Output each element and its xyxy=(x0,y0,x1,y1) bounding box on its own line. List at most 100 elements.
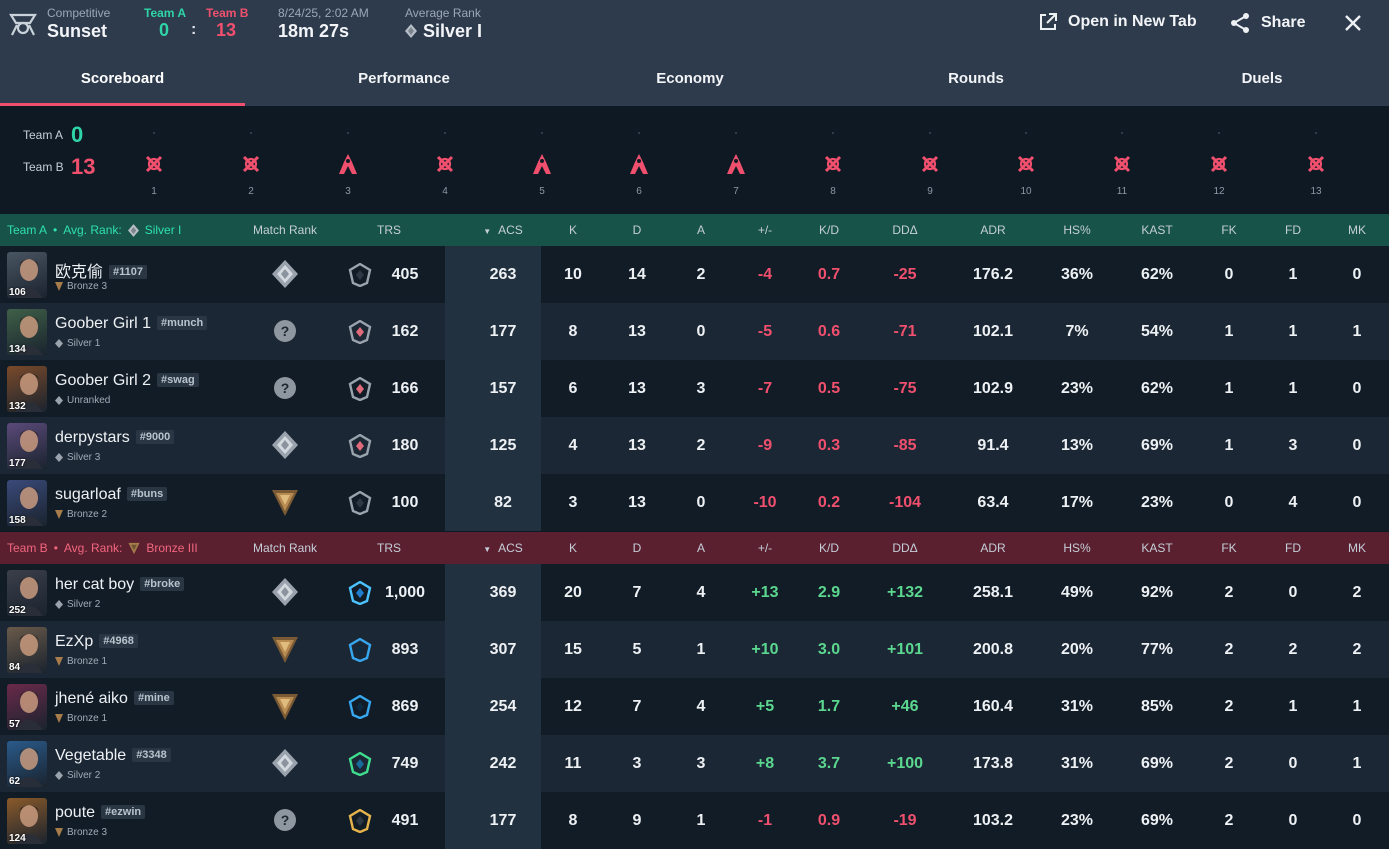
column-header-trs[interactable]: TRS xyxy=(377,541,401,555)
column-header-kd-ratio[interactable]: K/D xyxy=(818,541,839,555)
column-header-kills[interactable]: K xyxy=(568,541,577,555)
team-a-round-dot xyxy=(929,132,931,134)
stat-kills: 11 xyxy=(564,755,582,772)
stat-kills: 12 xyxy=(564,698,582,715)
player-row[interactable]: 252 her cat boy #broke Silver 2 1,000 369 20 7 4… xyxy=(0,564,1389,621)
column-header-first-kills[interactable]: FK xyxy=(1221,223,1237,237)
player-name: poute xyxy=(55,804,96,821)
player-row[interactable]: 132 Goober Girl 2 #swag Unranked? 166 157 6 13 3… xyxy=(0,360,1389,417)
column-header-damage-delta[interactable]: DDΔ xyxy=(892,541,918,555)
stat-plus-minus: -10 xyxy=(753,494,777,511)
column-header-first-deaths[interactable]: FD xyxy=(1285,541,1301,555)
stat-damage-delta: +101 xyxy=(886,641,924,658)
column-header-kills[interactable]: K xyxy=(568,223,577,237)
column-header-deaths[interactable]: D xyxy=(632,223,642,237)
stat-kills: 6 xyxy=(568,380,578,397)
trs-tier-icon xyxy=(348,491,372,515)
column-header-first-deaths[interactable]: FD xyxy=(1285,223,1301,237)
defuse-icon xyxy=(727,154,745,174)
match-datetime: 8/24/25, 2:02 AM xyxy=(278,6,369,20)
player-name-block[interactable]: Vegetable #3348 xyxy=(55,747,171,765)
player-name-block[interactable]: sugarloaf #buns xyxy=(55,486,168,504)
team-a-round-dot xyxy=(347,132,349,134)
player-name-block[interactable]: 欧克偷 #1107 xyxy=(55,258,147,282)
column-header-match-rank[interactable]: Match Rank xyxy=(252,541,318,555)
tab-scoreboard[interactable]: Scoreboard xyxy=(0,50,245,106)
player-rank: Bronze 1 xyxy=(55,656,107,667)
player-row[interactable]: 57 jhené aiko #mine Bronze 1 869 254 12 7 4 +5 1.7… xyxy=(0,678,1389,735)
player-name-block[interactable]: EzXp #4968 xyxy=(55,633,138,651)
column-header-acs[interactable]: ▼ ACS xyxy=(468,214,538,246)
team-a-round-dot xyxy=(250,132,252,134)
svg-text:?: ? xyxy=(281,380,290,396)
column-header-kast[interactable]: KAST xyxy=(1141,223,1173,237)
avg-rank-label: Avg. Rank: xyxy=(63,223,122,237)
stat-kast: 92% xyxy=(1140,584,1174,601)
stat-deaths: 13 xyxy=(628,323,646,340)
agent-avatar xyxy=(7,627,47,673)
player-row[interactable]: 62 Vegetable #3348 Silver 2 749 242 11 3 3 +8 3.7 +… xyxy=(0,735,1389,792)
tab-rounds[interactable]: Rounds xyxy=(948,69,1004,87)
timeline-team-b-score: 13 xyxy=(71,154,96,179)
column-header-multi-kills[interactable]: MK xyxy=(1348,223,1366,237)
player-row[interactable]: 84 EzXp #4968 Bronze 1 893 307 15 5 1 +10 3.0 +101 2… xyxy=(0,621,1389,678)
column-header-match-rank[interactable]: Match Rank xyxy=(252,223,318,237)
player-name-block[interactable]: her cat boy #broke xyxy=(55,576,185,594)
stat-first-deaths: 2 xyxy=(1288,641,1298,658)
column-header-trs[interactable]: TRS xyxy=(377,223,401,237)
stat-hs-percent: 31% xyxy=(1060,698,1094,715)
player-name-block[interactable]: Goober Girl 1 #munch xyxy=(55,315,208,333)
player-row[interactable]: 177 derpystars #9000 Silver 3 180 125 4 13 2 -9 0.… xyxy=(0,417,1389,474)
column-header-acs[interactable]: ▼ ACS xyxy=(468,532,538,564)
stat-adr: 160.4 xyxy=(972,698,1014,715)
column-header-multi-kills[interactable]: MK xyxy=(1348,541,1366,555)
player-tag: #mine xyxy=(133,691,174,705)
stat-adr: 200.8 xyxy=(972,641,1014,658)
stat-trs: 491 xyxy=(391,812,419,829)
stat-multi-kills: 0 xyxy=(1352,266,1362,283)
tab-duels[interactable]: Duels xyxy=(1241,69,1283,87)
player-name: her cat boy xyxy=(55,576,135,593)
agent-avatar xyxy=(7,423,47,469)
player-row[interactable]: 158 sugarloaf #buns Bronze 2 100 82 3 13 0 -10 0.2… xyxy=(0,474,1389,531)
column-header-hs-percent[interactable]: HS% xyxy=(1063,541,1091,555)
stat-kast: 69% xyxy=(1140,755,1174,772)
column-header-plus-minus[interactable]: +/- xyxy=(757,541,773,555)
account-level: 177 xyxy=(9,458,26,469)
share-button[interactable]: Share xyxy=(1229,12,1305,34)
stat-first-deaths: 1 xyxy=(1288,380,1298,397)
column-header-plus-minus[interactable]: +/- xyxy=(757,223,773,237)
round-number: 13 xyxy=(1310,186,1322,197)
column-header-hs-percent[interactable]: HS% xyxy=(1063,223,1091,237)
player-name-block[interactable]: derpystars #9000 xyxy=(55,429,175,447)
column-header-adr[interactable]: ADR xyxy=(980,541,1006,555)
column-header-kast[interactable]: KAST xyxy=(1141,541,1173,555)
player-row[interactable]: 134 Goober Girl 1 #munch Silver 1? 162 177 8 13… xyxy=(0,303,1389,360)
column-header-adr[interactable]: ADR xyxy=(980,223,1006,237)
stat-assists: 0 xyxy=(696,323,706,340)
avg-rank-label: Average Rank xyxy=(405,6,481,20)
tab-economy[interactable]: Economy xyxy=(656,69,724,87)
stat-plus-minus: -9 xyxy=(757,437,773,454)
player-name-block[interactable]: poute #ezwin xyxy=(55,804,146,822)
column-header-assists[interactable]: A xyxy=(696,223,705,237)
column-header-kd-ratio[interactable]: K/D xyxy=(818,223,839,237)
player-name-block[interactable]: jhené aiko #mine xyxy=(55,690,174,708)
tab-performance[interactable]: Performance xyxy=(358,69,450,87)
stat-kills: 8 xyxy=(568,812,578,829)
column-header-damage-delta[interactable]: DDΔ xyxy=(892,223,918,237)
close-icon[interactable] xyxy=(1344,14,1362,32)
stat-trs: 405 xyxy=(391,266,419,283)
player-row[interactable]: 124 poute #ezwin Bronze 3? 491 177 8 9 1 -1 0.9 -19… xyxy=(0,792,1389,849)
column-header-assists[interactable]: A xyxy=(696,541,705,555)
stat-adr: 102.9 xyxy=(972,380,1014,397)
player-row[interactable]: 106 欧克偷 #1107 Bronze 3 405 263 10 14 2 -4 0.7 -25 17… xyxy=(0,246,1389,303)
column-header-deaths[interactable]: D xyxy=(632,541,642,555)
player-name-block[interactable]: Goober Girl 2 #swag xyxy=(55,372,199,390)
trs-tier-icon xyxy=(348,434,372,458)
acs-column-highlight xyxy=(445,621,541,678)
stat-first-kills: 1 xyxy=(1224,380,1234,397)
open-new-tab-button[interactable]: Open in New Tab xyxy=(1038,12,1197,32)
round-number: 10 xyxy=(1020,186,1032,197)
column-header-first-kills[interactable]: FK xyxy=(1221,541,1237,555)
